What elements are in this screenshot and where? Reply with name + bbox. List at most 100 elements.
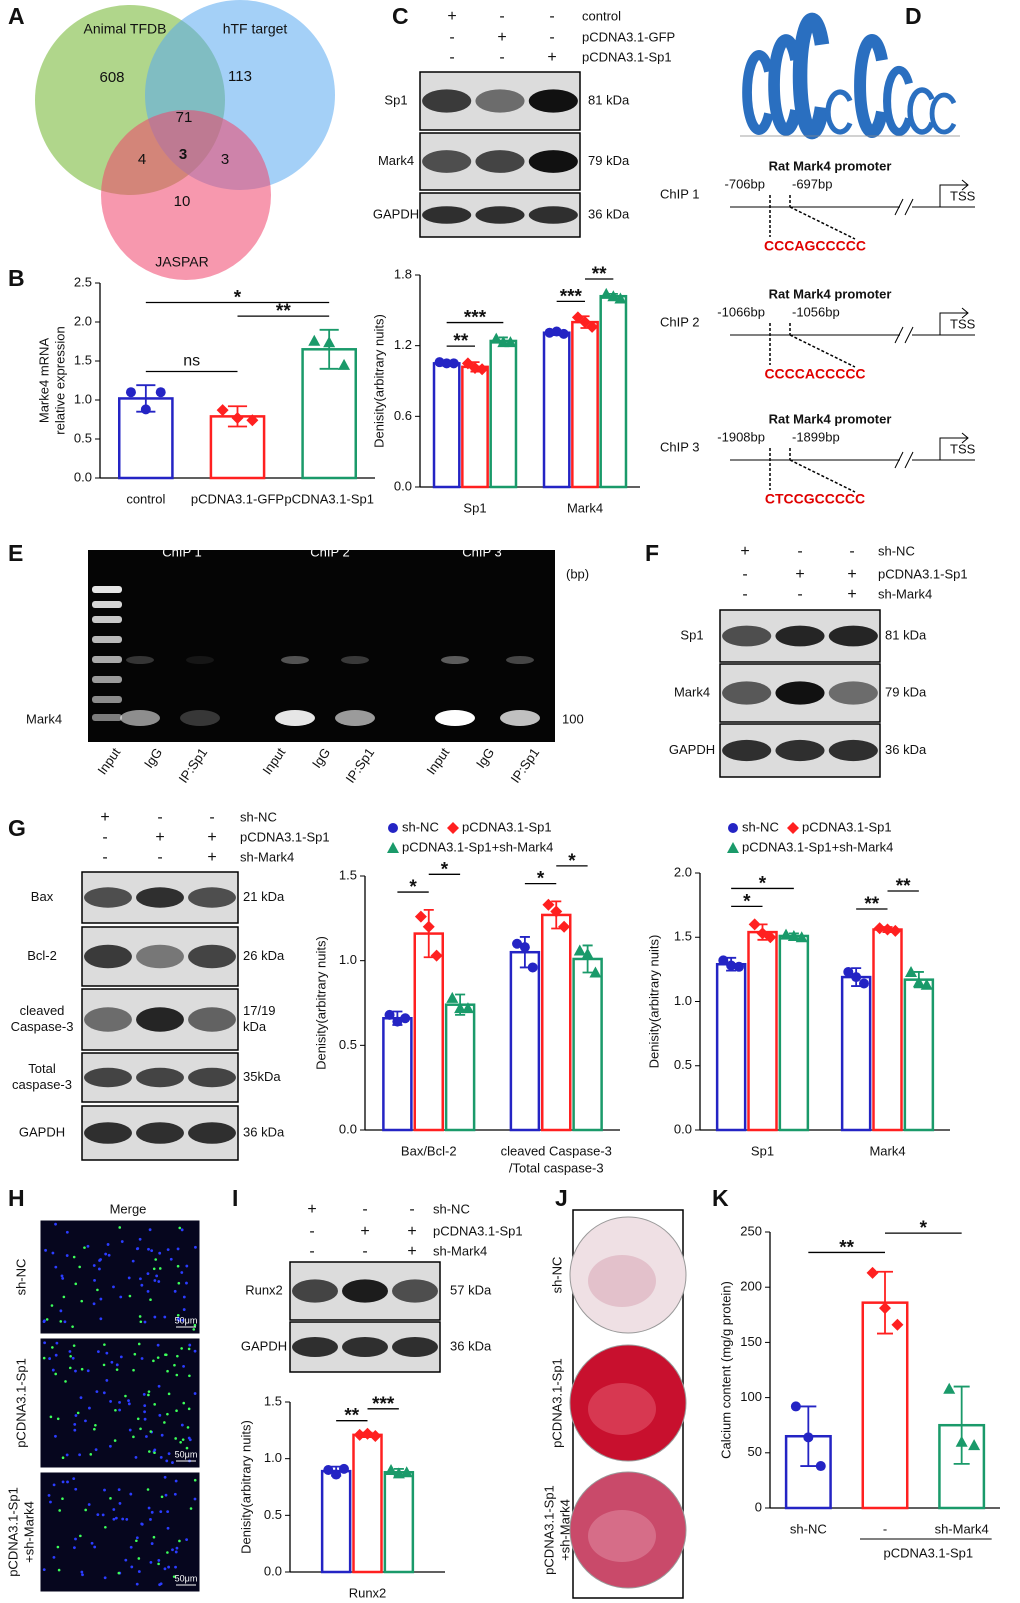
green-signal <box>188 1374 191 1378</box>
y-tick-label: 0.0 <box>339 1121 357 1136</box>
green-signal <box>94 1424 97 1427</box>
y-axis-label: relative expression <box>52 326 67 434</box>
data-point <box>448 358 459 369</box>
data-point <box>476 363 489 376</box>
bar <box>840 975 872 1132</box>
break-mark <box>894 326 914 344</box>
tss-label: TSS <box>950 441 976 456</box>
green-signal <box>181 1438 185 1441</box>
ladder-band <box>92 696 122 703</box>
nucleus <box>193 1392 197 1395</box>
significance-label: *** <box>560 286 583 307</box>
green-signal <box>166 1369 169 1373</box>
band-size: 36 kDa <box>450 1338 492 1353</box>
promoter-title: Rat Mark4 promoter <box>769 158 892 173</box>
condition-sign: - <box>742 566 747 583</box>
band-name: Bcl-2 <box>27 948 57 963</box>
nucleus <box>52 1555 56 1559</box>
x-tick-label: pCDNA3.1-GFP <box>191 491 284 506</box>
venn-circle <box>101 110 271 280</box>
blot-band <box>775 625 825 647</box>
gel-band <box>275 710 315 726</box>
data-point <box>400 1013 411 1024</box>
x-tick-label: Mark4 <box>869 1143 905 1158</box>
green-signal <box>50 1304 54 1307</box>
green-signal <box>152 1535 156 1539</box>
x-tick-label: control <box>126 491 165 506</box>
green-signal <box>64 1380 67 1383</box>
gel-band <box>341 656 369 664</box>
band-name: Bax <box>31 889 54 904</box>
row-label: pCDNA3.1-Sp1 <box>5 1487 20 1577</box>
logo-letter <box>742 50 774 135</box>
band-name: GAPDH <box>373 206 419 221</box>
nucleus <box>185 1264 189 1268</box>
blot-band <box>188 944 236 969</box>
nucleus <box>107 1253 111 1257</box>
y-tick-label: 0.6 <box>394 408 412 423</box>
green-signal <box>80 1299 84 1303</box>
nucleus <box>119 1355 123 1359</box>
bar <box>489 339 518 489</box>
nucleus <box>165 1459 169 1463</box>
green-signal <box>152 1267 156 1271</box>
condition-sign: + <box>447 8 456 25</box>
micrograph <box>39 1471 201 1593</box>
data-point <box>446 991 459 1003</box>
green-signal <box>132 1368 135 1372</box>
data-point <box>461 1002 474 1014</box>
nucleus <box>73 1546 76 1550</box>
nucleus <box>94 1448 98 1452</box>
significance-label: * <box>234 288 242 309</box>
green-signal <box>166 1551 169 1554</box>
green-signal <box>69 1354 72 1358</box>
data-point <box>512 938 523 949</box>
significance-label: * <box>743 891 751 912</box>
y-axis-label: Denisity(arbitrary nuits) <box>371 314 386 448</box>
nucleus <box>54 1222 57 1226</box>
nucleus <box>95 1390 99 1394</box>
blot-band <box>84 1122 132 1144</box>
gel-size: 100 <box>562 711 584 726</box>
condition-sign: - <box>157 809 162 826</box>
green-signal <box>84 1508 87 1512</box>
data-point <box>912 976 925 988</box>
green-signal <box>153 1451 156 1455</box>
nucleus <box>153 1315 157 1319</box>
x-tick-label: pCDNA3.1-Sp1 <box>284 491 374 506</box>
row-label: pCDNA3.1-Sp1 <box>13 1358 28 1448</box>
condition-sign: - <box>742 586 747 603</box>
y-tick-label: 1.5 <box>674 929 692 944</box>
blot-band <box>342 1337 388 1357</box>
nucleus <box>181 1318 185 1322</box>
tss-label: TSS <box>950 188 976 203</box>
nucleus <box>167 1452 171 1456</box>
condition-label: sh-Mark4 <box>240 849 294 864</box>
ladder-band <box>92 714 122 721</box>
blot-band <box>475 150 525 173</box>
condition-sign: + <box>155 829 164 846</box>
nucleus <box>182 1295 186 1299</box>
nucleus <box>134 1455 138 1459</box>
condition-sign: + <box>795 566 804 583</box>
condition-label: pCDNA3.1-Sp1 <box>240 829 330 844</box>
gel-group: ChIP 1 <box>162 544 202 559</box>
condition-sign: - <box>309 1243 314 1260</box>
nucleus <box>145 1435 148 1438</box>
green-signal <box>158 1267 162 1270</box>
y-tick-label: 100 <box>740 1389 762 1404</box>
blot-band <box>722 739 772 762</box>
panel-label: K <box>712 1185 729 1211</box>
band-name: Total <box>28 1061 56 1076</box>
condition-label: control <box>582 8 621 23</box>
nucleus <box>48 1357 52 1360</box>
nucleus <box>90 1541 94 1545</box>
condition-sign: - <box>449 29 454 46</box>
venn-count: 3 <box>179 146 187 163</box>
condition-sign: + <box>407 1223 416 1240</box>
bar <box>599 294 628 489</box>
green-signal <box>147 1390 151 1393</box>
promoter-title: Rat Mark4 promoter <box>769 411 892 426</box>
condition-sign: - <box>549 8 554 25</box>
significance-label: * <box>441 859 449 880</box>
